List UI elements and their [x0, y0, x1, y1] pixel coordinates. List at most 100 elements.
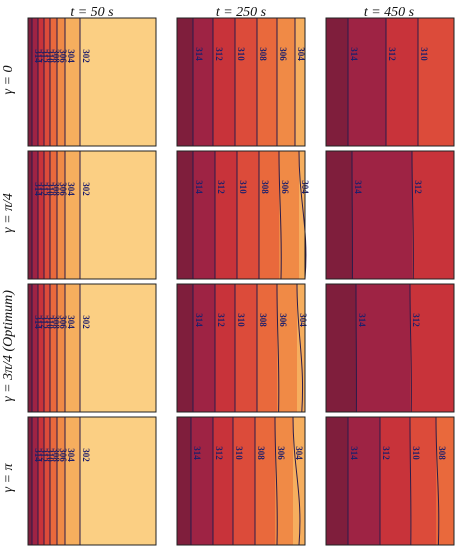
contour-label-314: 314: [349, 446, 359, 460]
contour-line-306: [274, 416, 278, 546]
region-band: [259, 151, 279, 279]
column-titles: t = 50 s t = 250 s t = 450 s: [70, 5, 414, 20]
contour-label-308: 308: [258, 47, 268, 61]
contour-label-304: 304: [294, 446, 304, 460]
contour-label-312: 312: [214, 47, 224, 61]
region-band: [193, 151, 215, 279]
region-band: [257, 18, 277, 146]
contour-label-308: 308: [437, 446, 447, 460]
region-band: [257, 284, 277, 412]
region-band: [38, 18, 44, 146]
row-label-3: γ = 3π/4 (Optimum): [1, 290, 16, 402]
region-band: [38, 151, 44, 279]
contour-line-308: [435, 416, 440, 546]
region-hot: [28, 284, 32, 412]
region-hot: [177, 151, 193, 279]
panel-frame: [27, 150, 157, 280]
region-band: [380, 417, 410, 545]
region-band: [65, 18, 80, 146]
contour-label-302: 302: [81, 315, 91, 329]
region-hot: [326, 284, 356, 412]
contour-label-302: 302: [81, 448, 91, 462]
contour-label-306: 306: [58, 315, 68, 329]
contour-label-306: 306: [58, 182, 68, 196]
region-band: [44, 151, 50, 279]
region-band: [213, 417, 233, 545]
region-band: [80, 18, 156, 146]
panel-frame: [176, 17, 306, 147]
region-band: [215, 284, 235, 412]
column-title-2: t = 250 s: [216, 5, 267, 20]
contour-label-310: 310: [236, 47, 246, 61]
region-band: [32, 417, 38, 545]
region-hot: [326, 151, 352, 279]
region-band: [193, 284, 215, 412]
panel-frame: [176, 283, 306, 413]
panel-r4-c3: 314 312 310 308: [325, 416, 455, 546]
region-band: [38, 284, 44, 412]
region-band: [348, 18, 386, 146]
region-band: [57, 417, 65, 545]
region-hot: [28, 151, 32, 279]
contour-label-314: 314: [194, 47, 204, 61]
contour-label-304: 304: [66, 448, 76, 462]
region-band: [32, 18, 38, 146]
region-band: [299, 151, 305, 279]
region-band: [80, 284, 156, 412]
region-hot: [326, 18, 348, 146]
contour-line-304: [292, 416, 301, 546]
region-band: [44, 284, 50, 412]
region-band: [65, 151, 80, 279]
contour-line-312: [411, 150, 414, 280]
region-band: [38, 417, 44, 545]
contour-label-312: 312: [216, 180, 226, 194]
region-band: [436, 417, 454, 545]
contour-label-306: 306: [276, 446, 286, 460]
panel-frame: [325, 283, 455, 413]
contour-label-312: 312: [214, 446, 224, 460]
region-band: [44, 417, 50, 545]
contour-label-306: 306: [278, 47, 288, 61]
contour-line-306: [276, 283, 280, 413]
panel-r1-c2: 314 312 310 308 306 304: [176, 17, 306, 147]
region-band: [412, 151, 454, 279]
region-band: [348, 417, 380, 545]
region-band: [275, 417, 293, 545]
panel-frame: [176, 150, 306, 280]
region-band: [277, 18, 295, 146]
contour-label-308: 308: [258, 313, 268, 327]
contour-label-312: 312: [216, 313, 226, 327]
panel-frame: [27, 17, 157, 147]
contour-label-310: 310: [236, 313, 246, 327]
region-band: [193, 18, 213, 146]
contour-label-314: 314: [194, 313, 204, 327]
panel-r2-c2: 314 312 310 308 306 304: [176, 150, 310, 280]
contour-label-310: 310: [238, 180, 248, 194]
contour-label-308: 308: [51, 182, 61, 196]
contour-label-308: 308: [256, 446, 266, 460]
contour-label-306: 306: [58, 49, 68, 63]
region-band: [279, 151, 299, 279]
region-hot: [177, 417, 191, 545]
region-band: [65, 417, 80, 545]
contour-label-302: 302: [81, 49, 91, 63]
region-band: [352, 151, 412, 279]
region-band: [57, 18, 65, 146]
region-hot: [177, 18, 193, 146]
contour-label-312: 312: [411, 313, 421, 327]
contour-label-304: 304: [66, 315, 76, 329]
panel-frame: [325, 17, 455, 147]
contour-label-314: 314: [353, 180, 363, 194]
contour-label-308: 308: [51, 448, 61, 462]
contour-label-304: 304: [66, 182, 76, 196]
contour-label-310: 310: [411, 446, 421, 460]
contour-label-308: 308: [51, 315, 61, 329]
contour-label-310: 310: [419, 47, 429, 61]
contour-label-302: 302: [81, 182, 91, 196]
region-band: [295, 18, 305, 146]
region-band: [32, 284, 38, 412]
